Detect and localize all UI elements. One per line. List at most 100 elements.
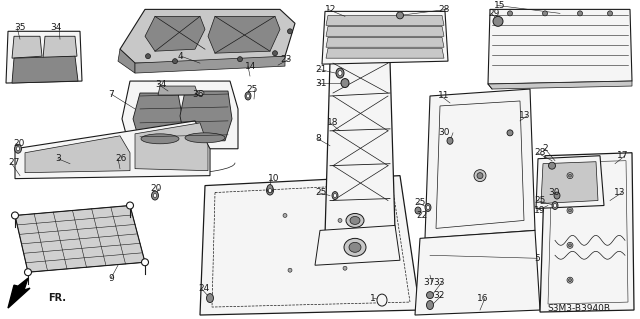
Ellipse shape xyxy=(332,192,338,199)
Ellipse shape xyxy=(283,213,287,218)
Text: 32: 32 xyxy=(434,291,445,300)
Polygon shape xyxy=(326,15,444,25)
Polygon shape xyxy=(135,123,208,171)
Polygon shape xyxy=(135,56,285,73)
Text: 17: 17 xyxy=(616,151,628,160)
Text: S3M3-B3940B: S3M3-B3940B xyxy=(547,304,610,313)
Polygon shape xyxy=(488,9,632,84)
Ellipse shape xyxy=(577,11,582,16)
Ellipse shape xyxy=(350,217,360,225)
Ellipse shape xyxy=(554,204,557,207)
Ellipse shape xyxy=(415,207,421,214)
Text: 35: 35 xyxy=(14,23,26,32)
Text: 28: 28 xyxy=(534,148,545,157)
Ellipse shape xyxy=(568,209,572,212)
Text: 20: 20 xyxy=(13,139,24,148)
Ellipse shape xyxy=(554,192,560,199)
Text: 37: 37 xyxy=(424,278,435,287)
Ellipse shape xyxy=(447,137,453,144)
Text: 10: 10 xyxy=(268,174,280,183)
Text: 5: 5 xyxy=(534,254,540,263)
Text: 25: 25 xyxy=(414,198,426,207)
Ellipse shape xyxy=(24,269,31,276)
Text: 21: 21 xyxy=(315,65,326,74)
Text: 22: 22 xyxy=(416,211,428,220)
Ellipse shape xyxy=(343,266,347,270)
Text: 9: 9 xyxy=(108,274,114,283)
Text: 13: 13 xyxy=(518,111,530,120)
Polygon shape xyxy=(536,156,604,209)
Ellipse shape xyxy=(567,207,573,213)
Ellipse shape xyxy=(543,11,547,16)
Text: 19: 19 xyxy=(534,206,545,215)
Polygon shape xyxy=(118,49,135,73)
Ellipse shape xyxy=(493,16,503,26)
Polygon shape xyxy=(208,16,280,53)
Ellipse shape xyxy=(426,205,429,210)
Ellipse shape xyxy=(341,78,349,87)
Polygon shape xyxy=(541,162,598,204)
Polygon shape xyxy=(12,36,42,58)
Polygon shape xyxy=(158,86,198,95)
Ellipse shape xyxy=(287,29,292,34)
Polygon shape xyxy=(8,278,30,308)
Polygon shape xyxy=(133,93,183,143)
Ellipse shape xyxy=(185,133,225,143)
Ellipse shape xyxy=(338,70,342,76)
Text: 4: 4 xyxy=(178,52,184,61)
Text: 1: 1 xyxy=(370,293,376,303)
Text: 18: 18 xyxy=(327,118,339,127)
Ellipse shape xyxy=(145,54,150,59)
Text: 7: 7 xyxy=(108,90,114,99)
Ellipse shape xyxy=(548,162,556,169)
Polygon shape xyxy=(120,9,295,63)
Ellipse shape xyxy=(567,277,573,283)
Ellipse shape xyxy=(344,238,366,256)
Text: 29: 29 xyxy=(488,9,499,18)
Ellipse shape xyxy=(477,173,483,179)
Ellipse shape xyxy=(349,242,361,252)
Ellipse shape xyxy=(246,94,250,98)
Text: 23: 23 xyxy=(280,55,292,64)
Text: 12: 12 xyxy=(325,5,337,14)
Polygon shape xyxy=(145,16,205,51)
Polygon shape xyxy=(322,11,448,64)
Ellipse shape xyxy=(273,51,278,56)
Polygon shape xyxy=(415,230,540,315)
Ellipse shape xyxy=(336,68,344,78)
Text: FR.: FR. xyxy=(48,293,66,303)
Ellipse shape xyxy=(269,189,271,193)
Polygon shape xyxy=(326,37,444,47)
Polygon shape xyxy=(15,205,145,272)
Polygon shape xyxy=(315,226,400,265)
Text: 20: 20 xyxy=(150,184,162,193)
Ellipse shape xyxy=(12,212,19,219)
Polygon shape xyxy=(326,48,444,58)
Text: 30: 30 xyxy=(548,188,560,197)
Ellipse shape xyxy=(568,174,572,177)
Ellipse shape xyxy=(154,194,157,197)
Ellipse shape xyxy=(552,202,558,210)
Polygon shape xyxy=(43,36,77,58)
Text: 11: 11 xyxy=(438,92,449,100)
Ellipse shape xyxy=(426,292,433,299)
Ellipse shape xyxy=(196,91,204,95)
Ellipse shape xyxy=(568,244,572,247)
Ellipse shape xyxy=(266,186,273,195)
Text: 2: 2 xyxy=(542,144,548,153)
Ellipse shape xyxy=(127,202,134,209)
Ellipse shape xyxy=(508,11,513,16)
Ellipse shape xyxy=(245,92,251,100)
Text: 27: 27 xyxy=(8,158,19,167)
Ellipse shape xyxy=(377,294,387,306)
Text: 8: 8 xyxy=(315,134,321,143)
Ellipse shape xyxy=(333,194,337,197)
Text: 24: 24 xyxy=(198,284,209,293)
Polygon shape xyxy=(122,81,238,149)
Text: 28: 28 xyxy=(438,5,450,14)
Polygon shape xyxy=(6,31,82,83)
Ellipse shape xyxy=(141,259,148,266)
Ellipse shape xyxy=(607,11,612,16)
Polygon shape xyxy=(12,56,78,83)
Ellipse shape xyxy=(338,219,342,222)
